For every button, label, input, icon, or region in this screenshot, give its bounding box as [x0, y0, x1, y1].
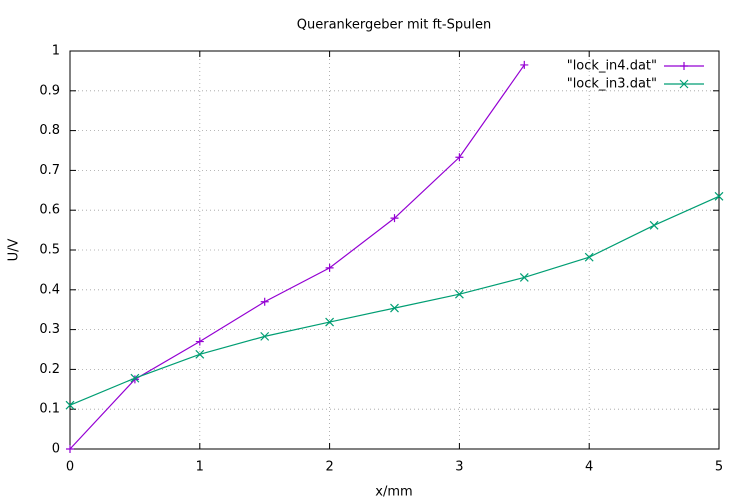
y-tick-label: 0.7 [39, 163, 60, 178]
y-tick-label: 1 [52, 44, 60, 59]
legend-label: "lock_in3.dat" [567, 77, 657, 92]
marker [130, 373, 140, 383]
x-tick-label: 3 [455, 460, 463, 475]
marker [714, 191, 724, 201]
marker [260, 331, 270, 341]
y-tick-label: 0.9 [39, 83, 60, 98]
x-tick-label: 4 [585, 460, 593, 475]
marker [455, 153, 464, 162]
marker [679, 79, 689, 89]
y-tick-label: 0.4 [39, 282, 60, 297]
chart-title: Querankergeber mit ft-Spulen [297, 18, 491, 33]
marker [66, 445, 74, 453]
x-tick-label: 5 [715, 460, 723, 475]
y-tick-label: 0.3 [39, 322, 60, 337]
marker [325, 263, 334, 272]
marker [195, 349, 205, 359]
marker [454, 289, 464, 299]
y-tick-label: 0.6 [39, 203, 60, 218]
y-axis-label: U/V [7, 239, 22, 262]
marker [390, 303, 399, 313]
x-tick-label: 2 [325, 460, 333, 475]
legend-label: "lock_in4.dat" [567, 59, 657, 74]
marker [680, 62, 688, 70]
x-tick-label: 1 [196, 460, 204, 475]
marker [519, 273, 529, 282]
y-tick-label: 0.5 [39, 243, 60, 258]
y-tick-label: 0.1 [39, 402, 60, 417]
marker [584, 252, 594, 262]
series-line [69, 64, 525, 450]
marker [195, 337, 204, 346]
x-tick-label: 0 [66, 460, 74, 475]
plot-frame [69, 50, 720, 450]
series-line [69, 195, 720, 406]
marker [649, 220, 659, 230]
marker [325, 317, 335, 327]
y-tick-label: 0.8 [39, 123, 60, 138]
y-tick-label: 0.2 [39, 362, 60, 377]
y-tick-label: 0 [52, 442, 60, 457]
marker [520, 60, 529, 69]
marker [260, 297, 269, 306]
marker [390, 214, 399, 223]
x-axis-label: x/mm [375, 485, 412, 500]
marker [65, 400, 75, 410]
